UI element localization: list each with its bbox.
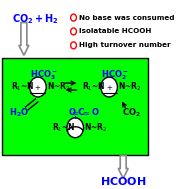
Text: High turnover number: High turnover number — [79, 42, 171, 48]
Text: $\approx$: $\approx$ — [81, 108, 91, 117]
Bar — [2, 58, 148, 155]
Text: $+$: $+$ — [34, 83, 42, 91]
Circle shape — [71, 14, 76, 21]
Polygon shape — [118, 156, 128, 178]
Text: $+$: $+$ — [105, 83, 113, 91]
Text: R$_1$~N: R$_1$~N — [82, 81, 105, 93]
Circle shape — [71, 28, 76, 35]
Text: $\bf{HCOOH}$: $\bf{HCOOH}$ — [100, 175, 147, 187]
Text: R$_1$~N: R$_1$~N — [11, 81, 34, 93]
Text: N~R$_2$: N~R$_2$ — [84, 122, 108, 134]
Text: O: O — [92, 108, 99, 117]
Text: C: C — [78, 108, 84, 117]
Circle shape — [101, 77, 117, 97]
Text: Isolatable HCOOH: Isolatable HCOOH — [79, 29, 152, 34]
Text: O: O — [68, 108, 75, 117]
Text: R$_1$~N: R$_1$~N — [52, 122, 76, 134]
Text: N~R$_2$: N~R$_2$ — [118, 81, 142, 93]
Text: $\bf{CO_2}$: $\bf{CO_2}$ — [122, 107, 141, 119]
Polygon shape — [19, 22, 29, 55]
Circle shape — [30, 77, 46, 97]
Text: $\approx$: $\approx$ — [70, 108, 80, 117]
Text: $\bf{HCO_2^-}$: $\bf{HCO_2^-}$ — [101, 68, 129, 82]
Text: $\bf{HCO_3^-}$: $\bf{HCO_3^-}$ — [30, 68, 58, 82]
Circle shape — [71, 42, 76, 49]
Circle shape — [67, 118, 84, 138]
Text: $\bf{CO_2 + H_2}$: $\bf{CO_2 + H_2}$ — [12, 13, 59, 26]
Text: No base was consumed: No base was consumed — [79, 15, 175, 21]
Text: $\bf{H_2O}$: $\bf{H_2O}$ — [9, 107, 29, 119]
Text: N~R$_2$: N~R$_2$ — [47, 81, 71, 93]
